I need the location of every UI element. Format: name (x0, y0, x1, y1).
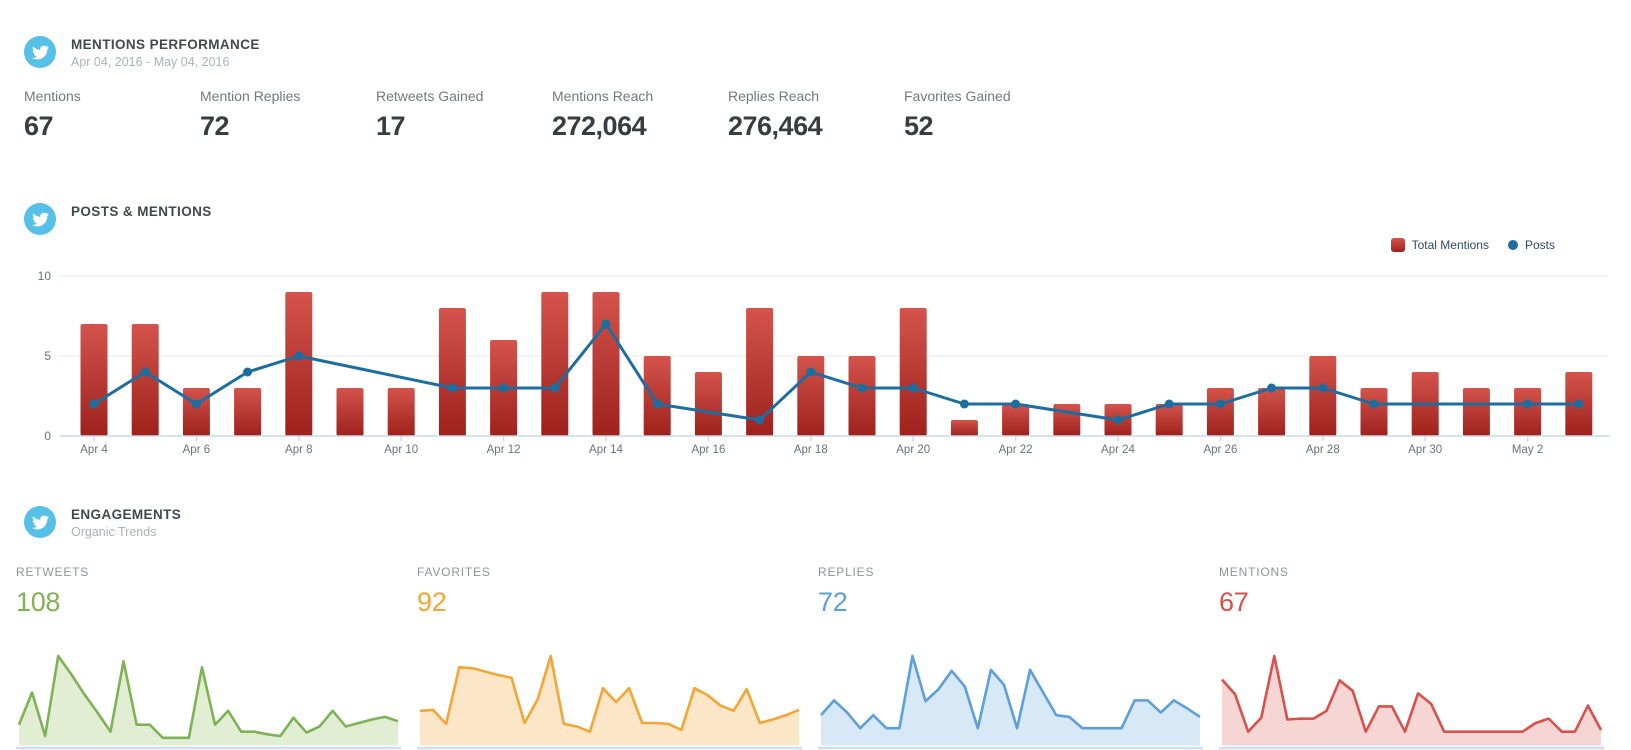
legend-label: Total Mentions (1411, 238, 1489, 252)
card-label: RETWEETS (16, 565, 90, 579)
card-value: 108 (16, 587, 61, 617)
card-label: FAVORITES (417, 565, 491, 579)
svg-text:Apr 30: Apr 30 (1408, 444, 1442, 456)
stats-row: Mentions 67 Mention Replies 72 Retweets … (24, 88, 1080, 142)
stat-label: Favorites Gained (904, 88, 1011, 104)
sparkline-area (420, 656, 799, 746)
card-value: 72 (818, 587, 848, 617)
stat-value: 52 (904, 111, 934, 141)
sparkline-favorites (417, 654, 802, 750)
engagement-card-mentions: MENTIONS 67 (1219, 565, 1604, 750)
svg-text:Apr 22: Apr 22 (999, 444, 1033, 456)
stat-replies-reach: Replies Reach 276,464 (728, 88, 904, 142)
twitter-icon (31, 515, 49, 529)
sparkline-area (1222, 656, 1601, 746)
x-axis: Apr 4 Apr 6 Apr 8 Apr 10 Apr 12 Apr 14 Apr 16 A… (60, 435, 1610, 456)
section-mentions-performance-header: MENTIONS PERFORMANCE Apr 04, 2016 - May … (24, 36, 260, 69)
posts-dot-icon (1507, 240, 1518, 250)
sparkline-area (821, 656, 1200, 746)
stat-mentions-reach: Mentions Reach 272,064 (552, 88, 728, 142)
card-label: MENTIONS (1219, 565, 1289, 579)
sparkline-line (1221, 654, 1603, 733)
stat-label: Mentions Reach (552, 88, 654, 104)
total-mentions-swatch-icon (1390, 238, 1405, 252)
stat-favorites-gained: Favorites Gained 52 (904, 88, 1080, 142)
total-mentions-bars (80, 292, 1593, 436)
section-posts-mentions-header: POSTS & MENTIONS (24, 203, 212, 235)
chart-title: POSTS & MENTIONS (71, 204, 212, 219)
card-label: REPLIES (818, 565, 875, 579)
section-title: ENGAGEMENTS (71, 507, 182, 522)
stat-mention-replies: Mention Replies 72 (200, 88, 376, 142)
svg-text:Apr 28: Apr 28 (1306, 444, 1340, 456)
engagement-card-favorites: FAVORITES 92 (417, 565, 802, 750)
engagement-card-replies: REPLIES 72 (818, 565, 1203, 750)
svg-text:5: 5 (44, 349, 51, 363)
sparkline-line (419, 654, 800, 733)
svg-text:Apr 12: Apr 12 (487, 444, 521, 456)
stat-value: 276,464 (728, 111, 823, 141)
stat-value: 17 (376, 111, 406, 141)
stat-mentions: Mentions 67 (24, 88, 200, 142)
chart-legend: Total Mentions Posts (1390, 238, 1555, 252)
section-subtitle: Organic Trends (71, 525, 157, 539)
svg-text:10: 10 (38, 269, 52, 283)
sparkline-replies (818, 654, 1203, 750)
section-engagements-header: ENGAGEMENTS Organic Trends (24, 506, 181, 539)
stat-value: 72 (200, 111, 230, 141)
stat-retweets-gained: Retweets Gained 17 (376, 88, 552, 142)
stat-label: Mention Replies (200, 88, 301, 104)
stat-label: Mentions (24, 88, 81, 104)
date-range: Apr 04, 2016 - May 04, 2016 (71, 55, 230, 69)
stat-label: Replies Reach (728, 88, 820, 104)
sparkline-retweets (16, 654, 401, 750)
twitter-icon (31, 212, 49, 226)
card-value: 92 (417, 587, 447, 617)
svg-text:Apr 10: Apr 10 (384, 444, 418, 456)
posts-line (93, 322, 1579, 422)
svg-text:Apr 18: Apr 18 (794, 444, 828, 456)
posts-markers (89, 319, 1584, 425)
twitter-avatar (24, 506, 56, 538)
svg-text:Apr 4: Apr 4 (80, 444, 108, 456)
svg-text:0: 0 (44, 429, 51, 443)
sparkline-line (17, 654, 399, 740)
y-gridlines: 0 5 10 (38, 269, 1608, 443)
twitter-icon (31, 45, 49, 59)
sparkline-line (820, 654, 1201, 730)
page-title: MENTIONS PERFORMANCE (71, 37, 260, 52)
sparkline-mentions (1219, 654, 1604, 750)
card-value: 67 (1219, 587, 1249, 617)
legend-label: Posts (1524, 238, 1555, 252)
twitter-avatar (24, 203, 56, 235)
svg-text:Apr 16: Apr 16 (691, 444, 725, 456)
svg-text:Apr 14: Apr 14 (589, 444, 623, 456)
svg-text:Apr 24: Apr 24 (1101, 444, 1135, 456)
twitter-avatar (24, 36, 56, 68)
svg-text:Apr 26: Apr 26 (1203, 444, 1237, 456)
svg-text:Apr 8: Apr 8 (285, 444, 313, 456)
svg-text:Apr 20: Apr 20 (896, 444, 930, 456)
stat-value: 67 (24, 111, 54, 141)
stat-label: Retweets Gained (376, 88, 484, 104)
svg-text:May 2: May 2 (1512, 444, 1543, 456)
legend-item-posts[interactable]: Posts (1507, 238, 1555, 252)
stat-value: 272,064 (552, 111, 647, 141)
engagement-card-retweets: RETWEETS 108 (16, 565, 401, 750)
legend-item-total-mentions[interactable]: Total Mentions (1390, 238, 1489, 252)
svg-text:Apr 6: Apr 6 (183, 444, 211, 456)
